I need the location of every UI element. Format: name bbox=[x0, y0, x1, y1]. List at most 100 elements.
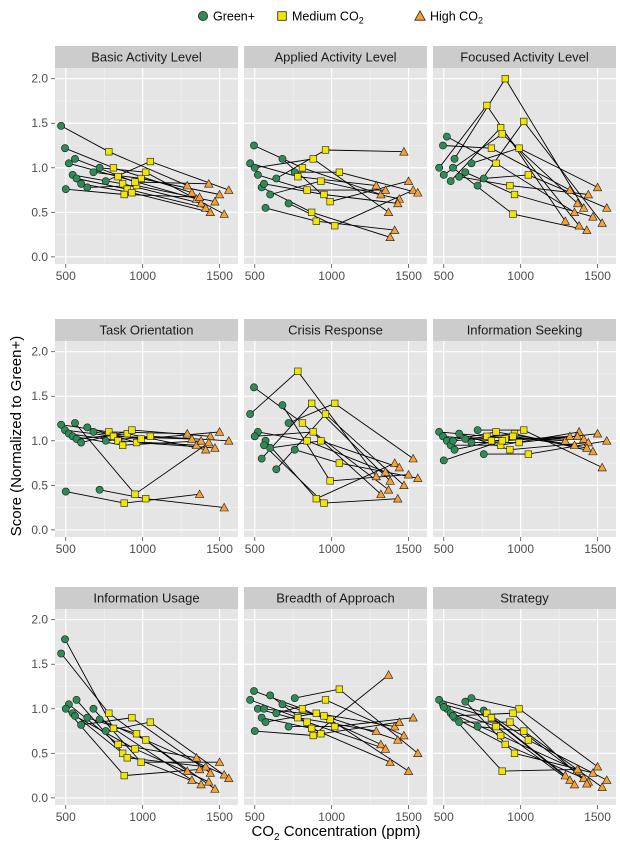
panel: Crisis Response 500 1000 1500 bbox=[244, 319, 427, 556]
point-green bbox=[290, 694, 299, 702]
point-high bbox=[194, 192, 205, 201]
point-medium bbox=[142, 168, 150, 176]
point-high bbox=[393, 198, 403, 208]
x-tick-label: 1500 bbox=[395, 269, 422, 283]
point-medium bbox=[335, 685, 343, 693]
point-high bbox=[219, 769, 229, 779]
point-high bbox=[565, 431, 575, 441]
point-medium bbox=[487, 437, 496, 445]
y-tick-label: 0.5 bbox=[31, 746, 48, 760]
point-high bbox=[385, 476, 395, 485]
point-medium bbox=[509, 432, 517, 440]
point-green bbox=[449, 712, 457, 720]
point-green bbox=[290, 445, 299, 454]
point-medium bbox=[320, 190, 328, 199]
point-green bbox=[246, 410, 255, 418]
point-medium bbox=[137, 174, 145, 183]
point-medium bbox=[335, 459, 343, 467]
point-green bbox=[266, 691, 275, 700]
point-green bbox=[266, 190, 275, 199]
point-green bbox=[71, 154, 79, 163]
point-medium bbox=[515, 438, 523, 447]
point-high bbox=[219, 502, 229, 512]
point-high bbox=[187, 187, 197, 197]
x-tick-label: 1000 bbox=[318, 269, 345, 283]
legend: Green+ Medium CO2 High CO2 bbox=[197, 10, 483, 26]
point-medium bbox=[303, 718, 311, 726]
point-high bbox=[597, 218, 607, 227]
point-medium bbox=[137, 435, 145, 443]
point-high bbox=[371, 471, 381, 481]
point-medium bbox=[119, 749, 127, 757]
panel-title: Applied Activity Level bbox=[274, 50, 396, 65]
point-high bbox=[582, 778, 592, 788]
point-green bbox=[89, 168, 98, 177]
point-high bbox=[408, 453, 418, 463]
point-green bbox=[450, 445, 459, 454]
point-high bbox=[403, 176, 414, 185]
point-medium bbox=[131, 745, 139, 753]
panel-title: Crisis Response bbox=[288, 323, 383, 338]
point-green bbox=[260, 179, 268, 188]
point-high bbox=[592, 182, 603, 192]
point-medium bbox=[515, 144, 523, 152]
point-green bbox=[101, 177, 110, 186]
legend-key-square bbox=[277, 11, 287, 21]
point-green bbox=[89, 427, 98, 436]
point-green bbox=[278, 154, 287, 163]
point-medium bbox=[109, 724, 118, 732]
point-medium bbox=[308, 724, 316, 732]
point-medium bbox=[142, 736, 150, 744]
point-green bbox=[250, 141, 258, 150]
panel-strip bbox=[244, 46, 427, 68]
point-green bbox=[83, 423, 92, 432]
y-tick-label: 0.0 bbox=[31, 791, 48, 805]
point-high bbox=[385, 757, 395, 766]
x-tick-label: 500 bbox=[56, 810, 76, 824]
point-high bbox=[592, 428, 603, 438]
point-medium bbox=[131, 490, 139, 498]
point-high bbox=[583, 189, 594, 199]
point-medium bbox=[509, 709, 517, 717]
point-high bbox=[602, 203, 612, 212]
y-tick-label: 1.0 bbox=[31, 702, 48, 716]
point-high bbox=[394, 462, 405, 472]
point-high bbox=[371, 726, 381, 735]
point-green bbox=[439, 456, 448, 465]
point-medium bbox=[320, 499, 328, 507]
point-green bbox=[439, 703, 448, 711]
point-medium bbox=[483, 432, 491, 440]
x-tick-label: 500 bbox=[245, 269, 265, 283]
point-high bbox=[380, 467, 391, 476]
y-tick-label: 0.5 bbox=[31, 478, 48, 492]
point-medium bbox=[309, 731, 317, 740]
point-high bbox=[399, 730, 409, 740]
point-green bbox=[461, 697, 470, 706]
x-tick-label: 500 bbox=[245, 542, 265, 556]
point-green bbox=[284, 419, 293, 427]
point-medium bbox=[320, 712, 328, 720]
point-medium bbox=[105, 148, 113, 156]
point-green bbox=[253, 171, 262, 179]
point-green bbox=[64, 159, 73, 168]
point-high bbox=[214, 189, 225, 199]
point-green bbox=[71, 419, 79, 427]
point-high bbox=[200, 761, 211, 771]
point-green bbox=[473, 722, 482, 731]
y-axis-title: Score (Normalized to Green+) bbox=[8, 336, 25, 537]
y-tick-label: 1.5 bbox=[31, 116, 48, 130]
point-medium bbox=[321, 146, 330, 154]
panel: Breadth of Approach 500 1000 1500 bbox=[244, 587, 427, 824]
point-medium bbox=[142, 495, 150, 503]
point-medium bbox=[123, 754, 131, 762]
point-high bbox=[376, 189, 386, 199]
point-high bbox=[224, 185, 234, 194]
panel: Applied Activity Level 500 1000 1500 bbox=[244, 46, 427, 283]
point-medium bbox=[294, 173, 302, 181]
point-high bbox=[389, 458, 400, 467]
point-medium bbox=[506, 182, 514, 190]
point-high bbox=[380, 185, 391, 194]
point-high bbox=[578, 434, 589, 443]
point-high bbox=[200, 203, 211, 212]
